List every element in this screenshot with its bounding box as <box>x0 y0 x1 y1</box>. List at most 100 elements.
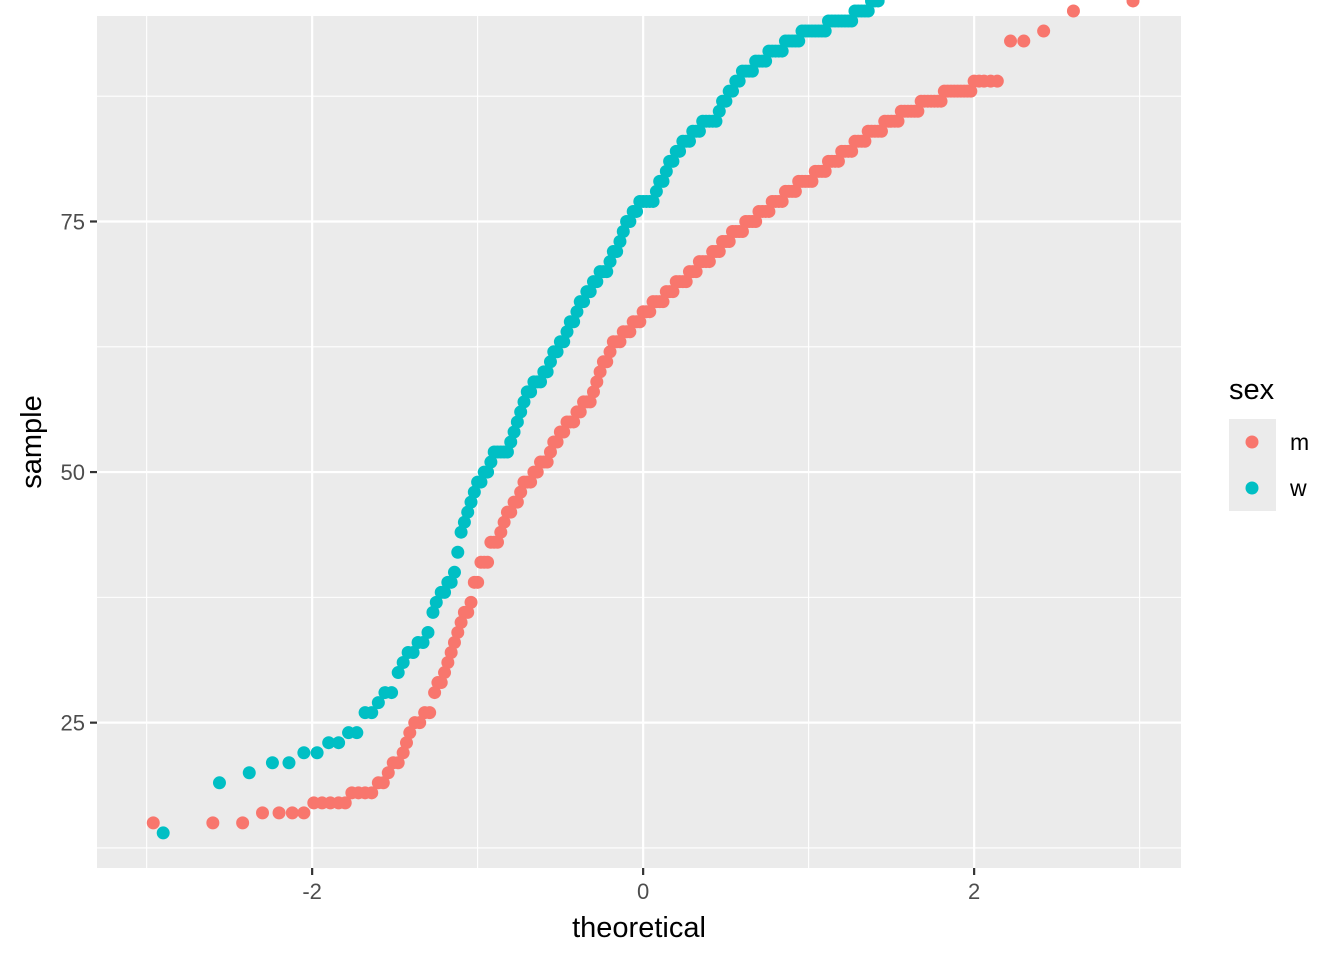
point-m-93 <box>643 305 657 319</box>
point-m-146 <box>818 164 832 178</box>
point-w-46 <box>504 435 518 449</box>
point-w-113 <box>726 84 740 98</box>
point-w-62 <box>557 335 571 349</box>
point-m-17 <box>376 776 390 790</box>
point-w-57 <box>540 365 554 379</box>
point-m-63 <box>543 445 557 459</box>
point-m-100 <box>666 285 680 299</box>
point-w-5 <box>297 746 311 760</box>
point-m-163 <box>874 124 888 138</box>
point-w-90 <box>649 184 663 198</box>
point-m-48 <box>494 525 508 539</box>
point-m-2 <box>236 816 250 830</box>
point-w-108 <box>709 114 723 128</box>
y-axis-title: sample <box>16 395 48 489</box>
point-m-107 <box>689 265 703 279</box>
point-w-10 <box>350 726 364 740</box>
point-m-39 <box>464 595 478 609</box>
point-m-77 <box>590 375 604 389</box>
point-w-103 <box>692 124 706 138</box>
point-w-29 <box>447 565 461 579</box>
point-m-23 <box>403 726 417 740</box>
point-w-92 <box>656 174 670 188</box>
point-m-154 <box>845 144 859 158</box>
point-w-89 <box>646 194 660 208</box>
point-m-174 <box>911 104 925 118</box>
point-m-111 <box>702 255 716 269</box>
point-w-32 <box>457 515 471 529</box>
point-w-19 <box>406 645 420 659</box>
point-m-78 <box>593 365 607 379</box>
point-w-154 <box>861 4 875 18</box>
point-m-4 <box>272 806 286 820</box>
point-m-15 <box>365 786 379 800</box>
point-w-45 <box>500 445 514 459</box>
point-m-28 <box>428 686 442 700</box>
y-tick-label-2: 75 <box>61 209 85 234</box>
point-w-0 <box>156 826 170 840</box>
point-w-66 <box>570 305 584 319</box>
point-m-84 <box>613 335 627 349</box>
point-m-65 <box>550 435 564 449</box>
point-m-121 <box>735 225 749 239</box>
legend-label-m: m <box>1290 429 1309 455</box>
point-m-199 <box>1066 4 1080 18</box>
point-m-125 <box>749 214 763 228</box>
point-w-16 <box>391 666 405 680</box>
y-tick-label-0: 25 <box>61 711 85 736</box>
point-w-12 <box>365 706 379 720</box>
point-m-21 <box>396 746 410 760</box>
point-w-6 <box>310 746 324 760</box>
point-m-57 <box>524 475 538 489</box>
point-m-31 <box>438 666 452 680</box>
point-m-197 <box>1017 34 1031 48</box>
point-w-48 <box>510 415 524 429</box>
point-w-26 <box>438 585 452 599</box>
point-w-93 <box>659 164 673 178</box>
point-m-27 <box>423 706 437 720</box>
point-m-198 <box>1037 24 1051 38</box>
data-points <box>146 0 1140 840</box>
point-w-119 <box>745 64 759 78</box>
point-m-129 <box>762 204 776 218</box>
point-w-2 <box>242 766 256 780</box>
point-m-97 <box>656 295 670 309</box>
point-w-79 <box>613 235 627 249</box>
point-w-60 <box>550 345 564 359</box>
point-m-87 <box>623 325 637 339</box>
legend-title: sex <box>1229 374 1275 406</box>
point-w-50 <box>517 395 531 409</box>
point-m-150 <box>831 154 845 168</box>
point-w-17 <box>396 656 410 670</box>
point-m-41 <box>471 575 485 589</box>
point-m-11 <box>338 796 352 810</box>
point-w-76 <box>603 255 617 269</box>
point-w-70 <box>583 285 597 299</box>
point-m-142 <box>805 174 819 188</box>
point-m-5 <box>285 806 299 820</box>
point-w-34 <box>464 495 478 509</box>
point-w-40 <box>484 455 498 469</box>
point-w-33 <box>461 505 475 519</box>
point-w-58 <box>543 355 557 369</box>
point-w-55 <box>534 375 548 389</box>
point-m-3 <box>256 806 269 820</box>
point-w-128 <box>775 44 789 58</box>
point-w-4 <box>282 756 296 770</box>
x-tick-label-1: 0 <box>637 879 649 904</box>
point-w-13 <box>371 696 385 710</box>
point-m-32 <box>441 656 455 670</box>
point-w-115 <box>732 74 746 88</box>
point-m-25 <box>413 716 427 730</box>
point-w-84 <box>630 204 644 218</box>
point-w-149 <box>845 14 859 28</box>
point-m-168 <box>891 114 905 128</box>
plot-panel <box>97 16 1181 868</box>
point-m-38 <box>461 605 475 619</box>
point-m-181 <box>934 94 948 108</box>
x-axis: -2 0 2 <box>302 868 980 904</box>
point-m-18 <box>381 766 395 780</box>
point-m-67 <box>557 425 571 439</box>
point-m-33 <box>444 645 458 659</box>
x-axis-title: theoretical <box>572 912 706 944</box>
